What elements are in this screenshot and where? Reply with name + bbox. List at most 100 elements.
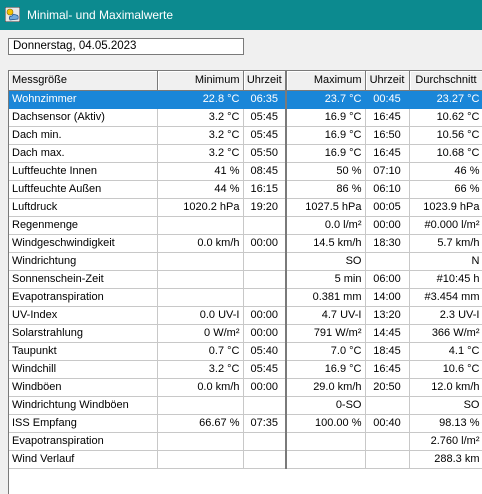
table-row[interactable]: Evapotranspiration 2.760 l/m²	[9, 432, 482, 451]
row-max-time: 20:50	[365, 378, 410, 397]
table-row[interactable]: Regenmenge 0.0 l/m² 00:00 #0.000 l/m²	[9, 216, 482, 235]
row-max-time: 00:45	[365, 90, 410, 109]
row-durchschnitt: 366 W/m²	[409, 324, 482, 343]
row-name: Windgeschwindigkeit	[9, 234, 158, 253]
row-minimum: 0.0 km/h	[157, 378, 244, 397]
header-minimum[interactable]: Minimum	[157, 71, 244, 91]
table-row[interactable]: Luftdruck 1020.2 hPa 19:20 1027.5 hPa 00:05 1…	[9, 198, 482, 217]
row-maximum: 29.0 km/h	[286, 378, 366, 397]
weather-app-icon	[5, 7, 20, 22]
row-maximum	[286, 432, 366, 451]
table-row[interactable]: Windchill 3.2 °C 05:45 16.9 °C 16:45 10.6 °C	[9, 360, 482, 379]
row-durchschnitt: SO	[409, 396, 482, 415]
table-row[interactable]: UV-Index 0.0 UV-I 00:00 4.7 UV-I 13:20 2.3 UV…	[9, 306, 482, 325]
row-maximum: 16.9 °C	[286, 360, 366, 379]
row-max-time: 18:45	[365, 342, 410, 361]
row-minimum: 3.2 °C	[157, 360, 244, 379]
row-minimum: 66.67 %	[157, 414, 244, 433]
row-min-time	[243, 216, 287, 235]
row-maximum	[286, 450, 366, 469]
row-maximum: 50 %	[286, 162, 366, 181]
row-name: Sonnenschein-Zeit	[9, 270, 158, 289]
row-name: Windchill	[9, 360, 158, 379]
row-maximum: 100.00 %	[286, 414, 366, 433]
row-max-time: 06:00	[365, 270, 410, 289]
row-min-time: 06:35	[243, 90, 287, 109]
row-durchschnitt: 10.68 °C	[409, 144, 482, 163]
minmax-table[interactable]: Messgröße Minimum Uhrzeit Maximum Uhrzei…	[8, 70, 482, 494]
row-maximum: 4.7 UV-I	[286, 306, 366, 325]
row-durchschnitt: 23.27 °C	[409, 90, 482, 109]
row-min-time: 00:00	[243, 234, 287, 253]
row-name: Luftdruck	[9, 198, 158, 217]
row-name: Evapotranspiration	[9, 288, 158, 307]
row-durchschnitt: 2.3 UV-I	[409, 306, 482, 325]
table-row[interactable]: Dachsensor (Aktiv) 3.2 °C 05:45 16.9 °C 16:4…	[9, 108, 482, 127]
row-maximum: SO	[286, 252, 366, 271]
row-min-time: 19:20	[243, 198, 287, 217]
table-row[interactable]: Wind Verlauf 288.3 km	[9, 450, 482, 469]
row-max-time: 14:00	[365, 288, 410, 307]
row-name: Wind Verlauf	[9, 450, 158, 469]
table-row[interactable]: Sonnenschein-Zeit 5 min 06:00 #10:45 h	[9, 270, 482, 289]
row-maximum: 16.9 °C	[286, 144, 366, 163]
header-maximum[interactable]: Maximum	[286, 71, 366, 91]
table-row[interactable]: Dach min. 3.2 °C 05:45 16.9 °C 16:50 10.56 °C	[9, 126, 482, 145]
row-minimum: 1020.2 hPa	[157, 198, 244, 217]
table-row[interactable]: Luftfeuchte Innen 41 % 08:45 50 % 07:10 46 %	[9, 162, 482, 181]
row-name: UV-Index	[9, 306, 158, 325]
table-row[interactable]: Taupunkt 0.7 °C 05:40 7.0 °C 18:45 4.1 °C	[9, 342, 482, 361]
row-durchschnitt: 2.760 l/m²	[409, 432, 482, 451]
table-row[interactable]: Dach max. 3.2 °C 05:50 16.9 °C 16:45 10.68 °C	[9, 144, 482, 163]
row-min-time: 00:00	[243, 324, 287, 343]
table-row[interactable]: Wohnzimmer 22.8 °C 06:35 23.7 °C 00:45 23.27 …	[9, 90, 482, 109]
header-min-time[interactable]: Uhrzeit	[243, 71, 287, 91]
table-row[interactable]: Luftfeuchte Außen 44 % 16:15 86 % 06:10 66 %	[9, 180, 482, 199]
table-row[interactable]: ISS Empfang 66.67 % 07:35 100.00 % 00:40 98.1…	[9, 414, 482, 433]
row-min-time: 05:45	[243, 126, 287, 145]
row-min-time: 05:45	[243, 360, 287, 379]
row-min-time	[243, 432, 287, 451]
row-name: Dach max.	[9, 144, 158, 163]
row-durchschnitt: 288.3 km	[409, 450, 482, 469]
row-minimum: 3.2 °C	[157, 144, 244, 163]
row-max-time: 00:00	[365, 216, 410, 235]
header-max-time[interactable]: Uhrzeit	[365, 71, 410, 91]
row-max-time: 07:10	[365, 162, 410, 181]
row-min-time: 05:50	[243, 144, 287, 163]
row-max-time: 13:20	[365, 306, 410, 325]
row-durchschnitt: 46 %	[409, 162, 482, 181]
row-max-time: 00:05	[365, 198, 410, 217]
row-durchschnitt: 10.62 °C	[409, 108, 482, 127]
table-row[interactable]: Windböen 0.0 km/h 00:00 29.0 km/h 20:50 12.0 …	[9, 378, 482, 397]
row-minimum: 3.2 °C	[157, 126, 244, 145]
table-row[interactable]: Windrichtung Windböen 0-SO SO	[9, 396, 482, 415]
row-min-time: 00:00	[243, 378, 287, 397]
row-min-time: 00:00	[243, 306, 287, 325]
row-durchschnitt: 98.13 %	[409, 414, 482, 433]
table-row[interactable]: Solarstrahlung 0 W/m² 00:00 791 W/m² 14:45 36…	[9, 324, 482, 343]
row-min-time	[243, 396, 287, 415]
row-minimum	[157, 252, 244, 271]
table-header-row: Messgröße Minimum Uhrzeit Maximum Uhrzei…	[9, 71, 482, 91]
row-minimum	[157, 396, 244, 415]
row-max-time	[365, 396, 410, 415]
row-min-time	[243, 450, 287, 469]
table-row[interactable]: Windrichtung SO N	[9, 252, 482, 271]
row-durchschnitt: 12.0 km/h	[409, 378, 482, 397]
date-select[interactable]: Donnerstag, 04.05.2023	[8, 38, 244, 55]
row-name: Evapotranspiration	[9, 432, 158, 451]
row-name: Luftfeuchte Außen	[9, 180, 158, 199]
row-max-time: 16:45	[365, 108, 410, 127]
row-min-time: 05:45	[243, 108, 287, 127]
row-min-time: 08:45	[243, 162, 287, 181]
title-bar[interactable]: Minimal- und Maximalwerte	[0, 0, 482, 30]
row-name: Luftfeuchte Innen	[9, 162, 158, 181]
header-messgroesse[interactable]: Messgröße	[9, 71, 158, 91]
row-maximum: 5 min	[286, 270, 366, 289]
row-name: Windrichtung	[9, 252, 158, 271]
table-row[interactable]: Evapotranspiration 0.381 mm 14:00 #3.454 mm	[9, 288, 482, 307]
table-row[interactable]: Windgeschwindigkeit 0.0 km/h 00:00 14.5 km/…	[9, 234, 482, 253]
header-durchschnitt[interactable]: Durchschnitt	[409, 71, 482, 91]
row-maximum: 1027.5 hPa	[286, 198, 366, 217]
